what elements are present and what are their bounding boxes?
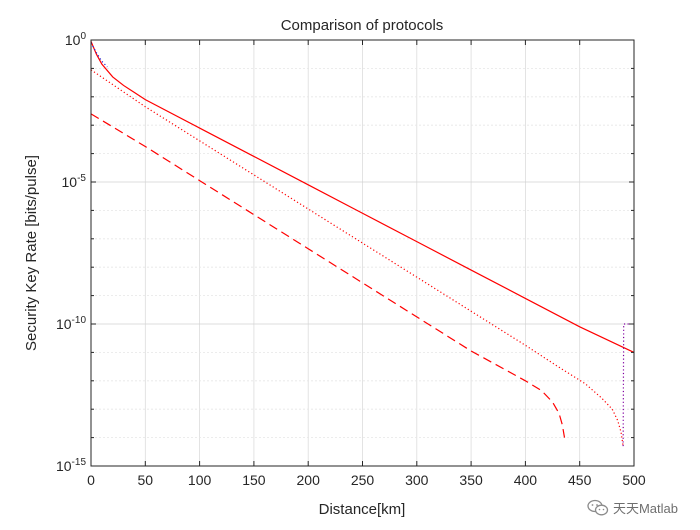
x-tick-label: 400 [514,472,538,488]
y-tick-label: 10-10 [56,315,86,332]
x-tick-label: 0 [87,472,95,488]
watermark: 天天Matlab [587,498,678,517]
chart-title: Comparison of protocols [281,17,444,34]
series-line-4-dotted [90,42,108,68]
y-axis-title: Security Key Rate [bits/pulse] [23,155,40,351]
wechat-icon [587,499,609,515]
x-tick-label: 150 [242,472,266,488]
series-line-5-dotted [622,323,630,447]
y-tick-label: 10-5 [62,173,87,190]
x-tick-label: 350 [459,472,483,488]
x-tick-label: 300 [405,472,429,488]
y-tick-label: 100 [65,31,87,48]
x-tick-label: 450 [568,472,592,488]
grid [91,40,634,466]
x-axis-title: Distance[km] [319,501,406,518]
y-tick-label: 10-15 [56,457,86,474]
x-tick-label: 100 [188,472,212,488]
series-line-1-solid [90,41,635,353]
watermark-text: 天天Matlab [612,501,678,516]
x-tick-label: 200 [297,472,321,488]
axis-ticks: 0 50 100 150 200 250 300 350 400 450 500 10-15 10-10… [56,31,646,488]
x-tick-label: 50 [138,472,154,488]
x-tick-label: 250 [351,472,375,488]
x-tick-label: 500 [622,472,646,488]
series-group [90,41,635,447]
